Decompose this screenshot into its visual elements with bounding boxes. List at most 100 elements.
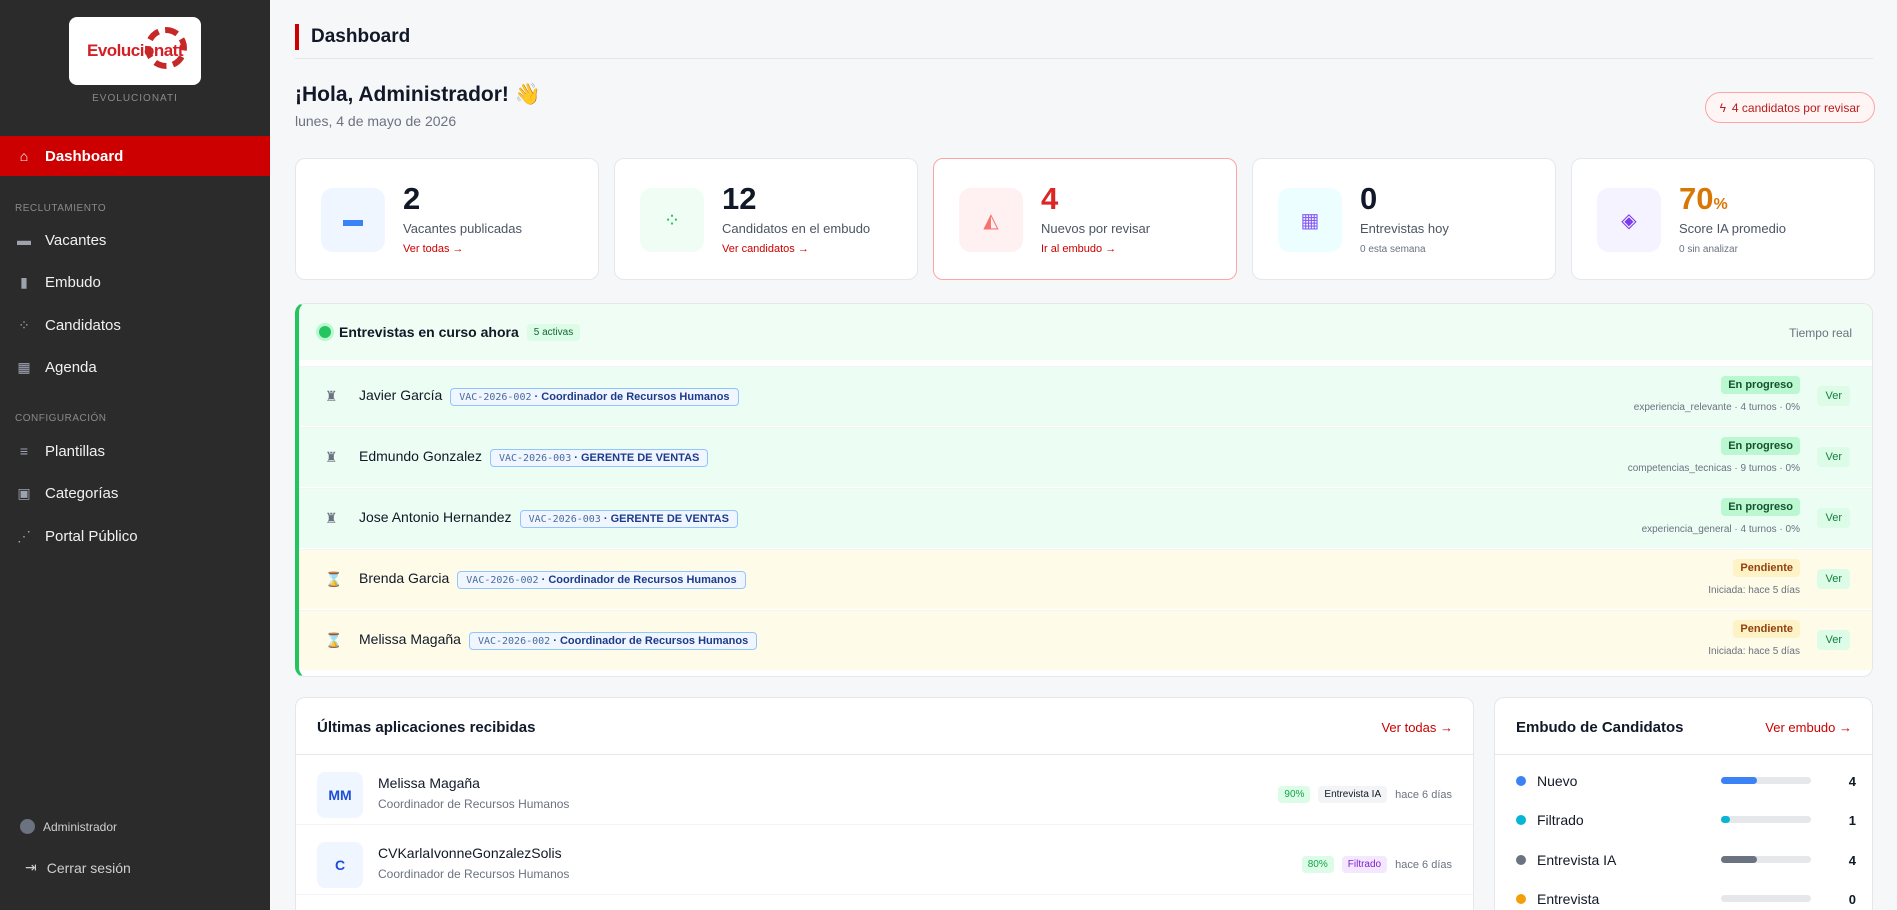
funnel-stage[interactable]: Entrevista IA 4	[1516, 850, 1856, 870]
view-button[interactable]: Ver	[1817, 630, 1850, 650]
interview-meta: experiencia_relevante · 4 turnos · 0%	[1633, 402, 1800, 413]
briefcase-icon: ▬	[321, 188, 385, 252]
stat-link[interactable]: Ver todas →	[403, 243, 464, 255]
logout-label: Cerrar sesión	[46, 859, 131, 876]
vacancy-tag: VAC-2026-003 · GERENTE DE VENTAS	[519, 510, 738, 528]
funnel-stage[interactable]: Nuevo 4	[1516, 771, 1856, 791]
interview-candidate: Jose Antonio Hernandez VAC-2026-003 · GER…	[359, 509, 738, 528]
panel-title: Entrevistas en curso ahora	[339, 324, 519, 340]
brand-logo[interactable]: Evolucionatt	[69, 17, 201, 85]
stat-label: Score IA promedio	[1679, 221, 1786, 236]
stage-label: Entrevista	[1537, 891, 1600, 907]
logout-button[interactable]: ⇥ Cerrar sesión	[25, 859, 131, 876]
stage-bar	[1721, 856, 1811, 863]
brand-name: EVOLUCIONATI	[92, 93, 178, 104]
time-ago: hace 6 días	[1395, 788, 1452, 801]
stage-dot-icon	[1516, 815, 1526, 825]
score-badge: 90%	[1278, 786, 1311, 803]
view-button[interactable]: Ver	[1817, 386, 1850, 406]
stage-bar-fill	[1721, 816, 1730, 823]
application-item[interactable]: C CVKarlaIvonneGonzalezSolis Coordinador…	[296, 825, 1473, 895]
hourglass-icon: ⌛	[325, 571, 343, 587]
user-name: Administrador	[43, 819, 118, 834]
stage-bar	[1721, 777, 1811, 784]
vacancy-position: Coordinador de Recursos Humanos	[548, 574, 737, 586]
view-button[interactable]: Ver	[1817, 508, 1850, 528]
stage-label: Nuevo	[1537, 773, 1578, 789]
robot-icon: ♜	[325, 449, 338, 465]
view-funnel-link[interactable]: Ver embudo →	[1765, 720, 1852, 735]
stat-link[interactable]: Ver candidatos →	[722, 243, 809, 255]
interview-row[interactable]: ♜ Javier García VAC-2026-002 · Coordinado…	[299, 366, 1872, 426]
sidebar-item-label: Vacantes	[45, 231, 107, 249]
pending-review-alert[interactable]: ϟ 4 candidatos por revisar	[1704, 92, 1875, 123]
calendar-icon: ▦	[17, 359, 31, 375]
section-label-config: CONFIGURACIÓN	[15, 413, 107, 424]
stat-value: 4	[1041, 181, 1059, 216]
applicant-position: Coordinador de Recursos Humanos	[378, 867, 570, 881]
sidebar-item-plantillas[interactable]: ≡ Plantillas	[0, 431, 270, 471]
sidebar-item-categorias[interactable]: ▣ Categorías	[0, 473, 270, 513]
application-meta: 90% Entrevista IA hace 6 días	[1278, 786, 1452, 803]
sidebar-item-label: Plantillas	[45, 442, 106, 460]
sidebar-item-embudo[interactable]: ▮ Embudo	[0, 262, 270, 302]
stat-label: Candidatos en el embudo	[722, 221, 871, 236]
applicant-position: Coordinador de Recursos Humanos	[378, 797, 570, 811]
hourglass-icon: ⌛	[325, 632, 343, 648]
interview-row[interactable]: ♜ Edmundo Gonzalez VAC-2026-003 · GERENTE…	[299, 427, 1872, 487]
active-count-badge: 5 activas	[526, 323, 581, 341]
briefcase-icon: ▬	[17, 232, 31, 248]
divider	[1495, 754, 1872, 755]
interview-row[interactable]: ♜ Jose Antonio Hernandez VAC-2026-003 · G…	[299, 488, 1872, 548]
view-all-applications-link[interactable]: Ver todas →	[1381, 720, 1453, 735]
vacancy-tag: VAC-2026-002 · Coordinador de Recursos H…	[468, 632, 758, 650]
live-indicator-icon	[319, 326, 331, 338]
time-ago: hace 6 días	[1395, 858, 1452, 871]
realtime-label: Tiempo real	[1789, 326, 1852, 340]
sidebar-item-vacantes[interactable]: ▬ Vacantes	[0, 220, 270, 260]
vacancy-tag: VAC-2026-003 · GERENTE DE VENTAS	[489, 449, 709, 467]
current-user[interactable]: Administrador	[20, 819, 117, 834]
stat-card-nuevos: ◭ 4 Nuevos por revisar Ir al embudo →	[933, 158, 1237, 280]
interview-candidate: Brenda Garcia VAC-2026-002 · Coordinador …	[359, 570, 746, 589]
view-button[interactable]: Ver	[1817, 447, 1850, 467]
stat-sub: 0 esta semana	[1360, 244, 1426, 255]
status-badge: Pendiente	[1733, 620, 1800, 638]
stat-link[interactable]: Ir al embudo →	[1041, 243, 1117, 255]
interview-row[interactable]: ⌛ Brenda Garcia VAC-2026-002 · Coordinado…	[299, 549, 1872, 609]
stat-label: Vacantes publicadas	[403, 221, 523, 236]
sidebar: Evolucionatt EVOLUCIONATI ⌂ Dashboard RE…	[0, 0, 270, 910]
stage-bar-fill	[1721, 777, 1757, 784]
sidebar-item-label: Categorías	[45, 484, 119, 502]
stage-count: 1	[1848, 812, 1856, 828]
stat-value: 0	[1360, 181, 1378, 216]
funnel-stage[interactable]: Entrevista 0	[1516, 889, 1856, 909]
interview-row[interactable]: ⌛ Melissa Magaña VAC-2026-002 · Coordinad…	[299, 610, 1872, 670]
divider	[296, 754, 1473, 755]
stat-card-candidatos: ⁘ 12 Candidatos en el embudo Ver candida…	[614, 158, 918, 280]
sidebar-item-label: Embudo	[45, 273, 101, 291]
gear-icon	[145, 27, 187, 69]
status-badge: Pendiente	[1733, 559, 1800, 577]
status-badge: En progreso	[1721, 498, 1800, 516]
live-interviews-header: Entrevistas en curso ahora 5 activas	[299, 304, 1872, 360]
sidebar-item-portal[interactable]: ⋰ Portal Público	[0, 516, 270, 556]
vacancy-code: VAC-2026-002	[459, 392, 532, 403]
stage-dot-icon	[1516, 894, 1526, 904]
logout-icon: ⇥	[25, 859, 37, 875]
sidebar-item-candidatos[interactable]: ⁘ Candidatos	[0, 305, 270, 345]
avatar: C	[317, 842, 363, 888]
score-badge: 80%	[1301, 856, 1334, 873]
vacancy-code: VAC-2026-002	[477, 636, 551, 647]
stat-value: 12	[722, 181, 757, 216]
funnel-stage[interactable]: Filtrado 1	[1516, 810, 1856, 830]
application-item[interactable]: MM Melissa Magaña Coordinador de Recurso…	[296, 755, 1473, 825]
view-button[interactable]: Ver	[1817, 569, 1850, 589]
sidebar-item-dashboard[interactable]: ⌂ Dashboard	[0, 136, 270, 176]
home-icon: ⌂	[19, 148, 29, 164]
sidebar-item-agenda[interactable]: ▦ Agenda	[0, 347, 270, 387]
application-meta: 80% Filtrado hace 6 días	[1301, 856, 1452, 873]
stat-card-score: ◈ 70% Score IA promedio 0 sin analizar	[1571, 158, 1875, 280]
candidate-name: Javier García	[359, 387, 443, 403]
sidebar-item-label: Candidatos	[45, 316, 121, 334]
